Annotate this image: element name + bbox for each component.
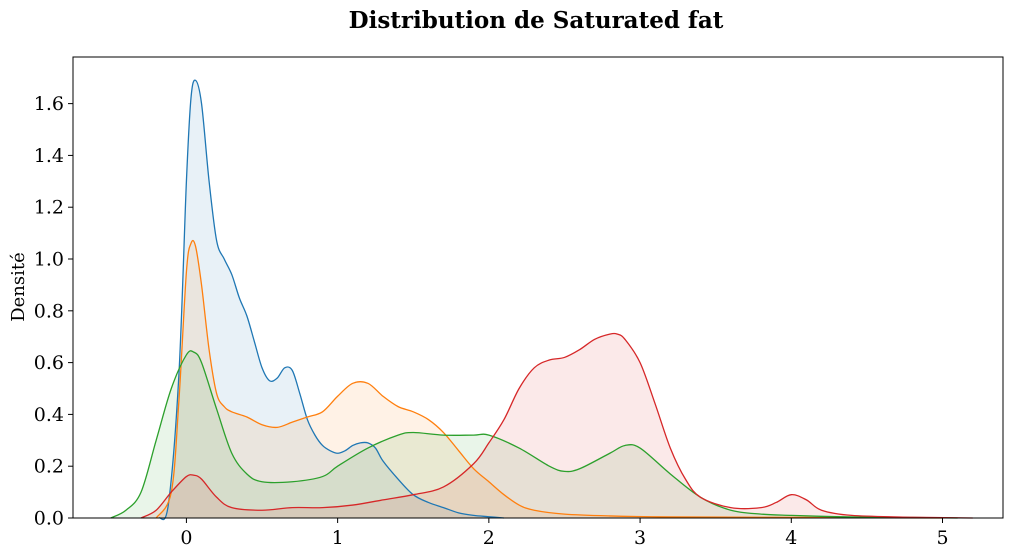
series-layer	[110, 79, 973, 521]
x-tick-label: 3	[634, 527, 646, 549]
y-tick-label: 0.2	[34, 456, 64, 478]
x-tick-label: 2	[483, 527, 495, 549]
y-tick-label: 1.4	[34, 145, 64, 167]
y-tick-label: 1.6	[34, 93, 64, 115]
ticks-layer: 0 1 2 3 4 5 0.0 0.2 0.4 0.6 0.8 1.0 1.2 1.4 1.6	[34, 93, 949, 549]
density-fills	[110, 80, 973, 520]
density-area-2	[156, 240, 943, 518]
density-line-4	[140, 332, 973, 519]
y-tick-label: 1.0	[34, 249, 64, 271]
density-area-4	[141, 333, 973, 518]
density-line-2	[155, 239, 943, 519]
y-tick-label: 0.0	[34, 508, 64, 530]
chart-title: Distribution de Saturated fat	[349, 7, 724, 34]
x-tick-label: 1	[332, 527, 344, 549]
y-axis-label: Densité	[8, 252, 29, 322]
y-tick-label: 0.6	[34, 352, 64, 374]
x-tick-label: 0	[180, 527, 192, 549]
x-tick-label: 5	[936, 527, 948, 549]
density-lines	[110, 79, 973, 521]
y-tick-label: 1.2	[34, 197, 64, 219]
y-tick-label: 0.8	[34, 300, 64, 322]
x-tick-label: 4	[785, 527, 797, 549]
y-tick-label: 0.4	[34, 404, 64, 426]
density-line-1	[158, 79, 505, 521]
density-area-3	[110, 350, 958, 518]
plot-frame	[72, 56, 1004, 519]
density-area-1	[159, 80, 504, 520]
